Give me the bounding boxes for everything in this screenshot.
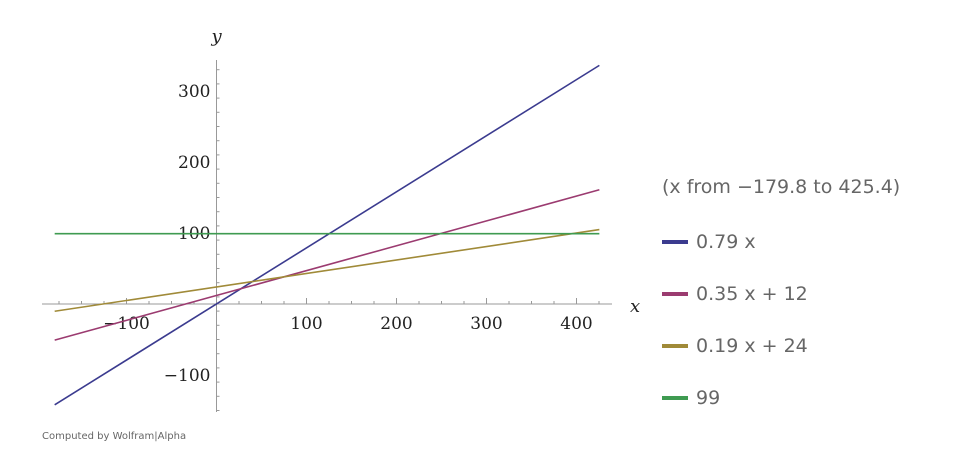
legend-swatch-1 (662, 292, 688, 296)
legend-swatch-2 (662, 344, 688, 348)
x-tick-label: 100 (290, 314, 322, 334)
legend-label-1: 0.35 x + 12 (696, 283, 808, 305)
legend: (x from −179.8 to 425.4) 0.79 x 0.35 x +… (662, 176, 900, 424)
x-axis-label: x (630, 296, 640, 317)
y-tick-label: −100 (164, 366, 211, 386)
y-axis-label: y (211, 26, 223, 47)
legend-item-1: 0.35 x + 12 (662, 268, 900, 320)
series-line-1 (54, 188, 600, 341)
x-tick-label: 400 (560, 314, 592, 334)
legend-swatch-0 (662, 240, 688, 244)
legend-swatch-3 (662, 396, 688, 400)
x-tick-label: −100 (103, 314, 150, 334)
legend-label-3: 99 (696, 387, 721, 409)
legend-item-2: 0.19 x + 24 (662, 320, 900, 372)
legend-range-note: (x from −179.8 to 425.4) (662, 176, 901, 198)
legend-label-0: 0.79 x (696, 231, 756, 253)
series-line-0 (54, 64, 600, 406)
x-tick-label: 300 (470, 314, 502, 334)
legend-item-0: 0.79 x (662, 216, 900, 268)
series-line-2 (54, 228, 600, 313)
y-tick-label: 300 (178, 82, 210, 102)
credit-text: Computed by Wolfram|Alpha (42, 431, 187, 442)
y-tick-label: 200 (178, 153, 210, 173)
legend-item-3: 99 (662, 372, 900, 424)
x-tick-label: 200 (380, 314, 412, 334)
legend-label-2: 0.19 x + 24 (696, 335, 808, 357)
